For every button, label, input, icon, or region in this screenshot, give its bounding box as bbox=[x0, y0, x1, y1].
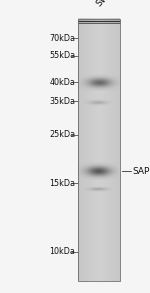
Text: 55kDa: 55kDa bbox=[49, 51, 75, 60]
Bar bbox=[78, 19, 120, 281]
Text: 40kDa: 40kDa bbox=[49, 78, 75, 86]
Text: 25kDa: 25kDa bbox=[49, 130, 75, 139]
Text: 70kDa: 70kDa bbox=[49, 34, 75, 42]
Text: 35kDa: 35kDa bbox=[49, 97, 75, 105]
Text: 10kDa: 10kDa bbox=[49, 248, 75, 256]
Text: SAP18: SAP18 bbox=[132, 167, 150, 176]
Text: SW480: SW480 bbox=[94, 0, 123, 9]
Text: 15kDa: 15kDa bbox=[49, 179, 75, 188]
